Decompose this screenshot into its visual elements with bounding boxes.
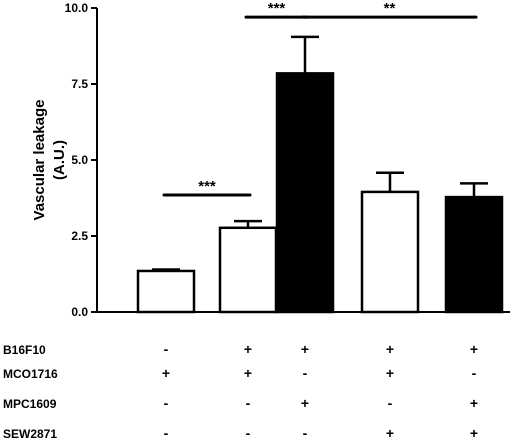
y-tick-label: 0.0 xyxy=(71,305,88,319)
y-axis-title-line: (A.U.) xyxy=(51,140,68,180)
y-tick-label: 2.5 xyxy=(71,229,88,243)
plus-sign: + xyxy=(470,425,478,438)
plus-sign: + xyxy=(470,395,478,411)
minus-sign: - xyxy=(164,341,169,357)
minus-sign: - xyxy=(472,365,477,381)
minus-sign: - xyxy=(246,395,251,411)
plus-sign: + xyxy=(386,425,394,438)
minus-sign: - xyxy=(246,425,251,438)
minus-sign: - xyxy=(164,395,169,411)
condition-label: MCO1716 xyxy=(3,367,58,381)
condition-label: SEW2871 xyxy=(3,427,57,438)
condition-label: MPC1609 xyxy=(3,397,57,411)
plus-sign: + xyxy=(162,365,170,381)
bar xyxy=(360,190,420,314)
plus-sign: + xyxy=(244,341,252,357)
plus-sign: + xyxy=(386,365,394,381)
y-axis-title: Vascular leakage (A.U.) xyxy=(31,100,68,221)
minus-sign: - xyxy=(303,365,308,381)
condition-label: B16F10 xyxy=(3,343,46,357)
plus-sign: + xyxy=(386,341,394,357)
bar xyxy=(218,226,278,314)
minus-sign: - xyxy=(303,425,308,438)
significance-label: *** xyxy=(268,0,286,17)
y-tick-label: 10.0 xyxy=(65,1,89,15)
significance-label: ** xyxy=(384,0,396,17)
plus-sign: + xyxy=(301,395,309,411)
minus-sign: - xyxy=(164,425,169,438)
y-axis-title-line: Vascular leakage xyxy=(31,100,48,221)
y-tick-label: 5.0 xyxy=(71,153,88,167)
bar xyxy=(275,72,335,314)
y-tick-label: 7.5 xyxy=(71,77,88,91)
bar xyxy=(136,269,196,314)
plus-sign: + xyxy=(244,365,252,381)
significance-label: *** xyxy=(198,178,216,195)
plus-sign: + xyxy=(470,341,478,357)
minus-sign: - xyxy=(388,395,393,411)
plus-sign: + xyxy=(301,341,309,357)
bar xyxy=(444,195,504,314)
